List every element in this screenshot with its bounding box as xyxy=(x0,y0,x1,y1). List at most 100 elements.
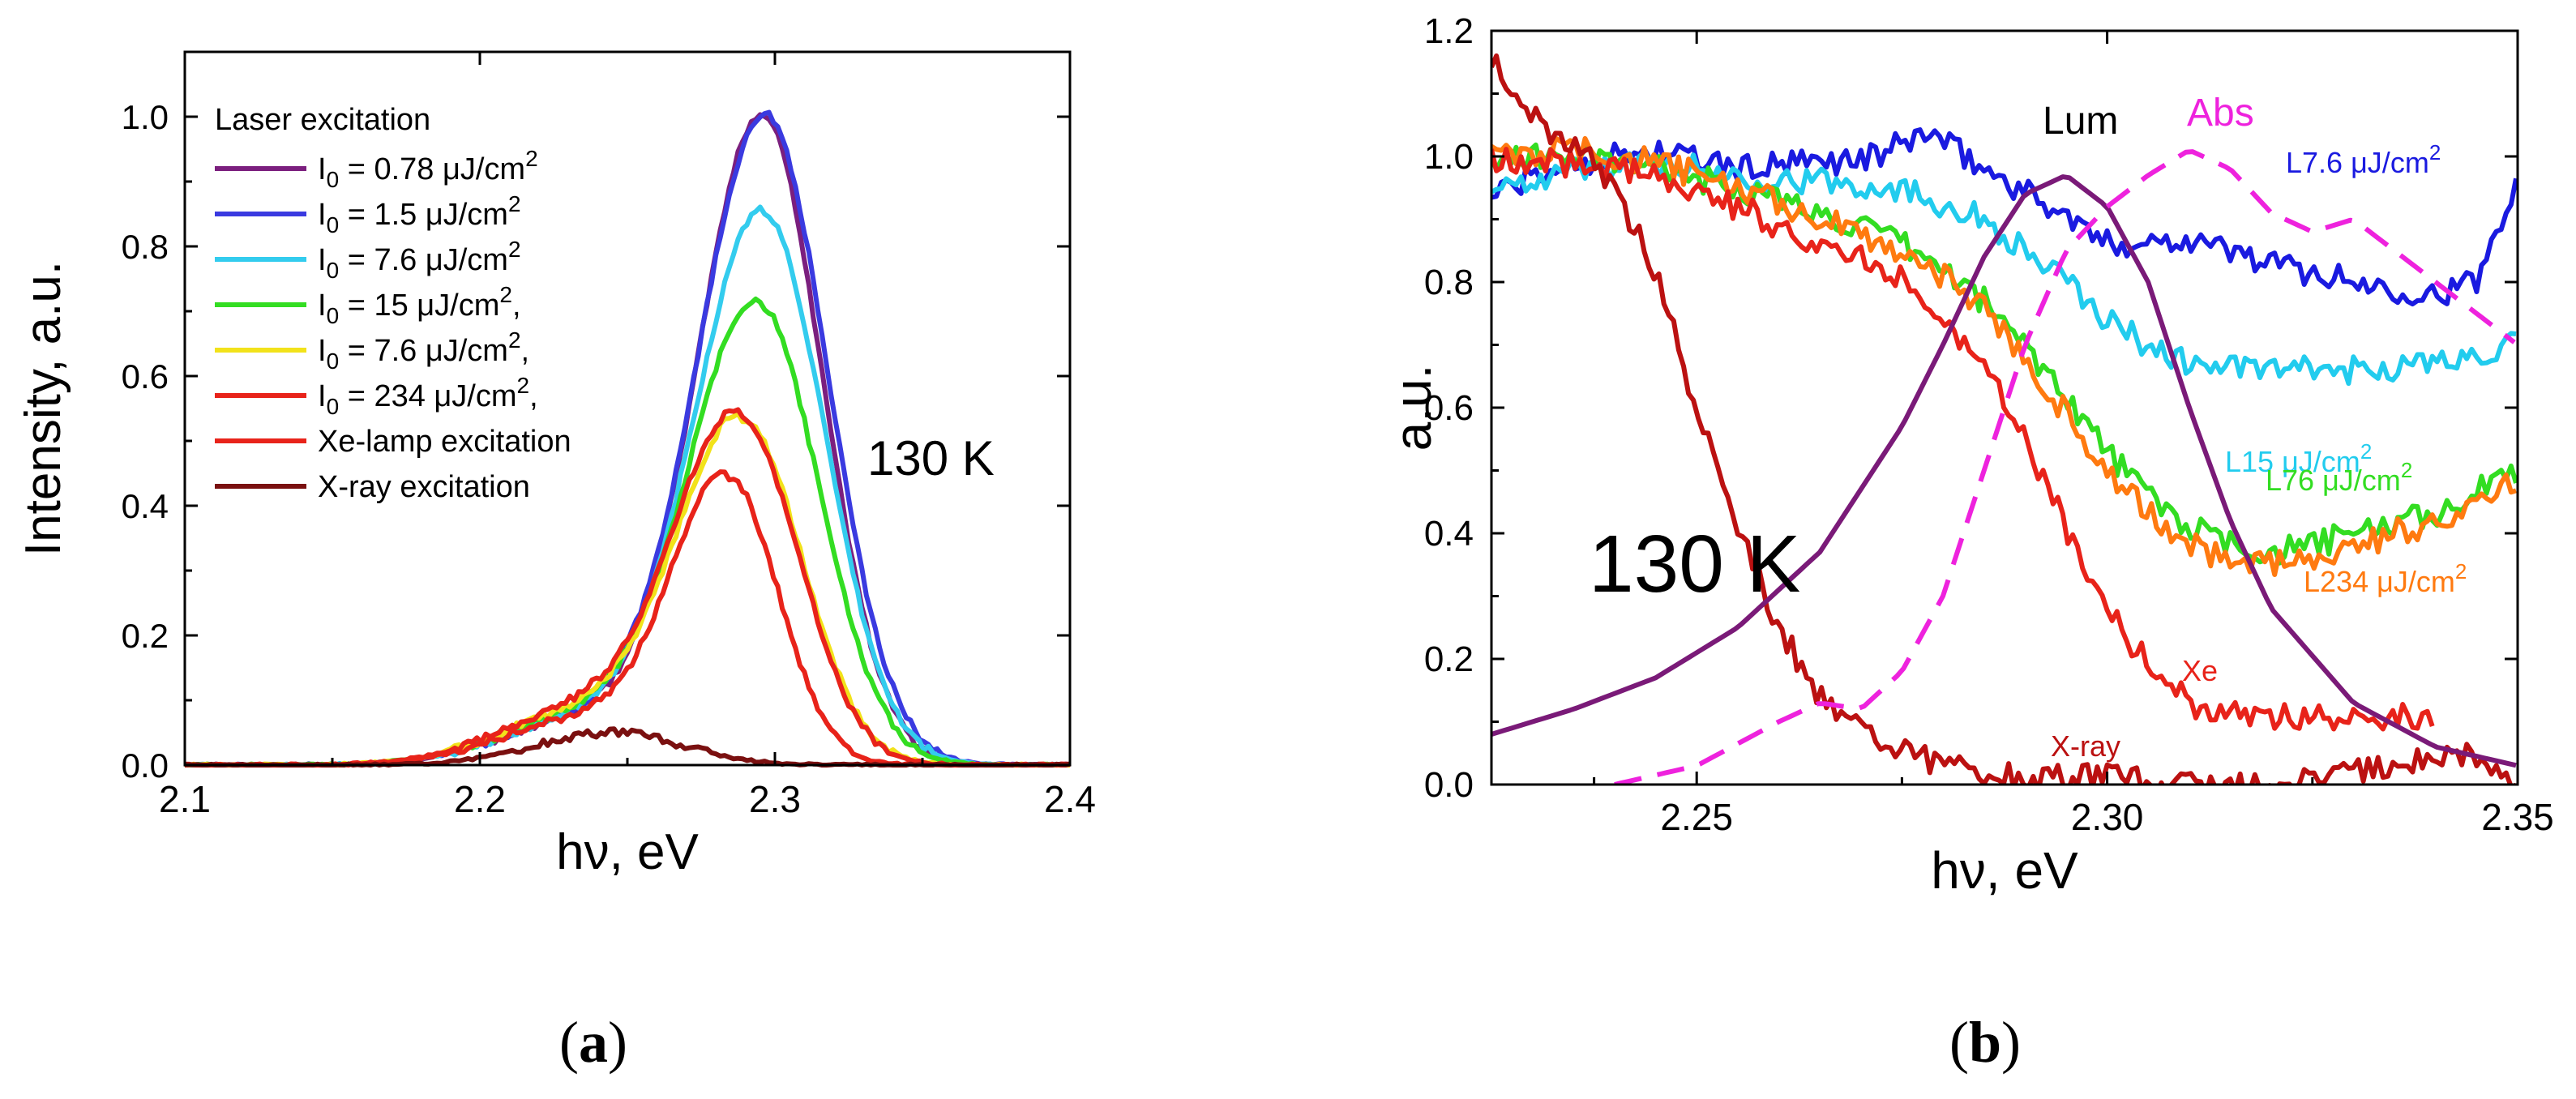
y-tick-label-b-6: 1.2 xyxy=(1424,11,1474,51)
series-label-b-1: L15 μJ/cm2 xyxy=(2225,439,2372,478)
x-tick-label-b-2: 2.35 xyxy=(2481,796,2554,838)
legend-label-sup: 2 xyxy=(508,237,521,262)
chart-panel-a: 2.1 2.2 2.3 2.4 0.0 0.2 0.4 0.6 0.8 1.0 hν, eV Inte… xyxy=(15,50,1096,880)
legend-label-a-6: Xe-lamp excitation xyxy=(318,425,571,459)
series-label-main: Xe xyxy=(2182,654,2218,687)
legend-label-a-0: I0 = 0.78 μJ/cm2 xyxy=(318,146,538,192)
y-tick-label-a-4: 0.8 xyxy=(122,228,169,266)
legend-label-a-3: I0 = 15 μJ/cm2, xyxy=(318,282,521,328)
panel-label-a-close: ) xyxy=(607,1010,627,1075)
legend-label-sub: 0 xyxy=(327,212,340,237)
y-axis-label-b: a.u. xyxy=(1384,365,1442,451)
series-line-b-1 xyxy=(1491,150,2517,387)
legend-label-main: Xe-lamp excitation xyxy=(318,425,571,459)
legend-label-main: I xyxy=(318,243,327,277)
legend-label-a-5: I0 = 234 μJ/cm2, xyxy=(318,373,538,419)
legend-label-rest: = 7.6 μJ/cm xyxy=(339,334,508,368)
x-tick-label-b-1: 2.30 xyxy=(2071,796,2144,838)
panel-label-b-close: ) xyxy=(2001,1010,2022,1075)
series-line-b-2 xyxy=(1491,142,2518,566)
x-axis-label-b: hν, eV xyxy=(1931,841,2078,900)
legend-label-sub: 0 xyxy=(327,258,340,283)
series-line-b-4 xyxy=(1491,147,2435,732)
series-label-b-2: L76 μJ/cm2 xyxy=(2266,458,2412,497)
series-label-main: X-ray xyxy=(2051,729,2120,763)
legend-label-tail: , xyxy=(529,379,538,413)
legend-label-rest: = 15 μJ/cm xyxy=(339,289,499,323)
legend-label-sub: 0 xyxy=(327,167,340,192)
series-label-main: Lum xyxy=(2043,100,2118,143)
legend-label-main: I xyxy=(318,198,327,232)
legend-label-a-2: I0 = 7.6 μJ/cm2 xyxy=(318,237,521,283)
legend-label-sup: 2 xyxy=(517,373,530,398)
y-tick-label-b-1: 0.2 xyxy=(1424,639,1474,679)
series-label-sup: 2 xyxy=(2360,439,2372,464)
legend-label-sub: 0 xyxy=(327,303,340,328)
legend-label-rest: = 234 μJ/cm xyxy=(339,379,516,413)
series-label-main: L15 μJ/cm xyxy=(2225,445,2360,478)
legend-label-rest: = 7.6 μJ/cm xyxy=(339,243,508,277)
legend-label-a-1: I0 = 1.5 μJ/cm2 xyxy=(318,191,521,237)
legend-label-sup: 2 xyxy=(525,146,538,171)
plot-area-b xyxy=(1491,53,2518,785)
x-tick-label-a-0: 2.1 xyxy=(159,778,211,820)
legend-label-main: X-ray excitation xyxy=(318,470,530,504)
legend-label-main: I xyxy=(318,379,327,413)
legend-label-sup: 2 xyxy=(508,191,521,216)
series-label-main: L234 μJ/cm xyxy=(2304,565,2455,598)
legend-label-rest: = 0.78 μJ/cm xyxy=(339,152,525,186)
x-axis-label-a: hν, eV xyxy=(556,824,699,880)
series-label-sup: 2 xyxy=(2429,140,2441,165)
y-tick-label-b-2: 0.4 xyxy=(1424,514,1474,554)
series-label-main: L76 μJ/cm xyxy=(2266,464,2401,497)
legend-label-sub: 0 xyxy=(327,349,340,374)
series-label-b-5: X-ray xyxy=(2051,729,2120,763)
y-tick-label-a-0: 0.0 xyxy=(122,746,169,785)
series-label-sup: 2 xyxy=(2401,458,2412,482)
series-line-a-3 xyxy=(184,296,1070,768)
panel-label-a-open: ( xyxy=(559,1010,579,1075)
series-line-b-6 xyxy=(1491,174,2517,768)
series-label-main: Abs xyxy=(2187,92,2254,135)
series-label-main: L7.6 μJ/cm xyxy=(2286,146,2429,179)
legend-label-a-4: I0 = 7.6 μJ/cm2, xyxy=(318,327,529,374)
x-tick-label-b-0: 2.25 xyxy=(1660,796,1733,838)
series-line-b-3 xyxy=(1491,135,2517,577)
legend-title-a: Laser excitation xyxy=(215,103,430,137)
series-label-sup: 2 xyxy=(2455,559,2467,584)
y-axis-label-a: Intensity, a.u. xyxy=(15,261,71,556)
y-tick-label-b-5: 1.0 xyxy=(1424,137,1474,177)
series-label-b-4: Xe xyxy=(2182,654,2218,687)
legend-label-sub: 0 xyxy=(327,394,340,419)
legend-label-rest: = 1.5 μJ/cm xyxy=(339,198,508,232)
series-line-a-6 xyxy=(184,469,1071,768)
legend-label-main: I xyxy=(318,289,327,323)
temperature-annotation-b: 130 K xyxy=(1589,519,1800,609)
y-tick-label-b-3: 0.6 xyxy=(1424,388,1474,428)
y-tick-label-a-5: 1.0 xyxy=(122,98,169,136)
panel-label-a-letter: a xyxy=(578,1010,608,1075)
legend-label-a-7: X-ray excitation xyxy=(318,470,530,504)
y-tick-label-b-4: 0.8 xyxy=(1424,263,1474,302)
y-tick-label-a-2: 0.4 xyxy=(122,487,169,525)
legend-label-sup: 2 xyxy=(508,327,521,353)
series-label-b-0: L7.6 μJ/cm2 xyxy=(2286,140,2441,179)
series-label-b-3: L234 μJ/cm2 xyxy=(2304,559,2467,598)
legend-label-tail: , xyxy=(512,289,521,323)
legend-label-main: I xyxy=(318,334,327,368)
legend-label-sup: 2 xyxy=(499,282,512,307)
series-line-b-7 xyxy=(1614,149,2516,785)
temperature-annotation-a: 130 K xyxy=(867,431,995,485)
legend-label-main: I xyxy=(318,152,327,186)
x-tick-label-a-1: 2.2 xyxy=(454,778,506,820)
x-tick-label-a-3: 2.4 xyxy=(1044,778,1096,820)
y-tick-label-b-0: 0.0 xyxy=(1424,765,1474,805)
panel-label-b-letter: b xyxy=(1968,1010,2002,1075)
panel-label-a: (a) xyxy=(559,1009,627,1076)
y-tick-label-a-1: 0.2 xyxy=(122,617,169,655)
panel-label-b: (b) xyxy=(1949,1009,2021,1076)
series-label-b-7: Abs xyxy=(2187,92,2254,135)
